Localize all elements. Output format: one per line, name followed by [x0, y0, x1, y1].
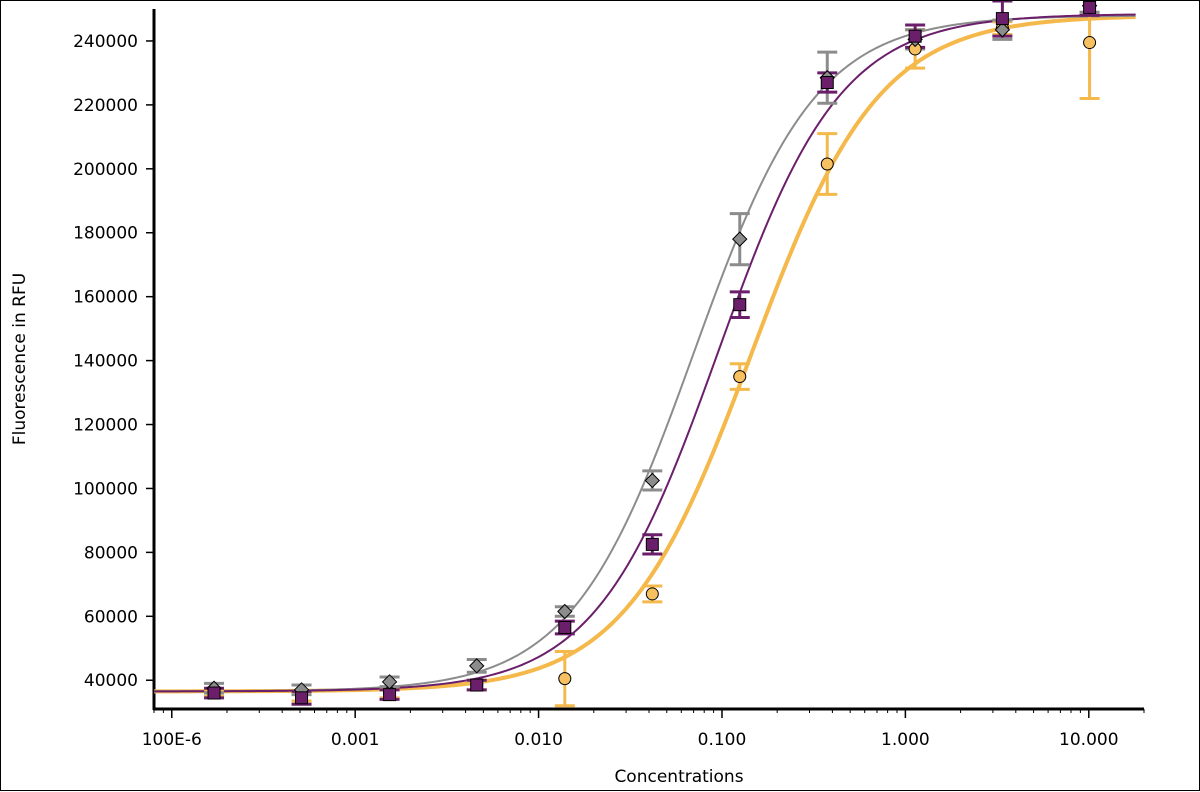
y-tick-label: 120000 [73, 416, 138, 436]
y-tick-label: 40000 [84, 671, 138, 691]
fit-curves [153, 13, 1136, 694]
data-markers [206, 1, 1098, 705]
x-tick-label: 10.000 [1059, 730, 1118, 750]
fit-curve-square [154, 13, 1136, 693]
point-square [383, 688, 397, 702]
y-tick-label: 240000 [73, 32, 138, 52]
point-square [995, 12, 1009, 26]
y-tick-label: 60000 [84, 607, 138, 627]
fit-curve-diamond [153, 14, 1136, 693]
x-tick-label: 100E-6 [142, 730, 202, 750]
y-tick-label: 200000 [73, 160, 138, 180]
point-square [558, 620, 572, 634]
x-tick-label: 0.001 [331, 730, 380, 750]
point-square [207, 686, 221, 700]
point-square [1083, 1, 1097, 14]
point-circle [558, 672, 572, 686]
point-diamond [469, 658, 485, 674]
point-square [820, 76, 834, 90]
point-circle [820, 157, 834, 171]
y-tick-label: 80000 [84, 543, 138, 563]
x-tick-label: 1.000 [881, 730, 930, 750]
point-circle [733, 370, 747, 384]
point-diamond [994, 22, 1011, 38]
point-diamond [644, 472, 661, 489]
y-axis-title: Fluorescence in RFU [10, 273, 30, 445]
point-square [908, 29, 922, 43]
point-diamond [557, 603, 573, 620]
y-tick-label: 220000 [73, 96, 138, 116]
y-tick-label: 100000 [73, 479, 138, 499]
point-square [733, 298, 747, 312]
point-circle [1083, 36, 1097, 50]
fit-curve-circle [154, 15, 1136, 694]
point-circle [645, 587, 659, 601]
x-axis-title: Concentrations [614, 767, 743, 787]
y-tick-label: 160000 [73, 288, 138, 308]
x-tick-label: 0.100 [698, 730, 747, 750]
x-tick-label: 0.010 [514, 730, 563, 750]
point-square [470, 678, 484, 692]
point-diamond [732, 231, 748, 247]
y-tick-label: 140000 [73, 352, 138, 372]
point-square [295, 691, 309, 705]
point-square [645, 537, 659, 551]
y-tick-label: 180000 [73, 224, 138, 244]
axes: 40000 60000 80000 100000 120000 140000 160000 1… [73, 9, 1145, 750]
